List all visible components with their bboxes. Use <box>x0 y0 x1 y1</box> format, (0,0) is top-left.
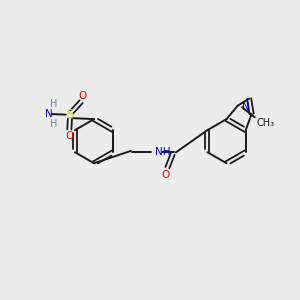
Text: CH₃: CH₃ <box>257 118 275 128</box>
Text: NH: NH <box>155 147 170 158</box>
Text: O: O <box>161 170 169 180</box>
Text: O: O <box>65 131 74 141</box>
Text: H: H <box>50 99 58 110</box>
Text: O: O <box>78 92 86 101</box>
Text: N: N <box>45 109 52 119</box>
Text: N: N <box>242 102 250 112</box>
Text: S: S <box>66 108 74 121</box>
Text: H: H <box>50 119 58 129</box>
